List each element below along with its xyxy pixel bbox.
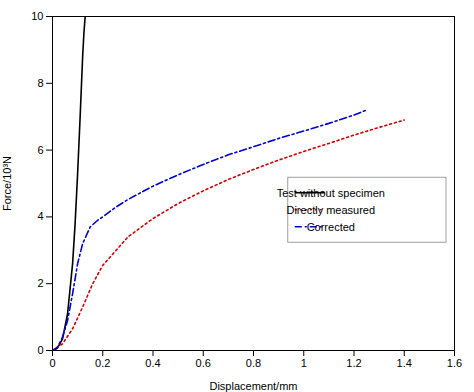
svg-text:0: 0	[49, 357, 55, 369]
svg-text:Force/10³N: Force/10³N	[1, 156, 13, 211]
svg-text:0.2: 0.2	[95, 357, 110, 369]
svg-text:Corrected: Corrected	[307, 221, 355, 233]
svg-text:2: 2	[37, 277, 43, 289]
svg-text:1.2: 1.2	[346, 357, 361, 369]
svg-text:0: 0	[37, 344, 43, 356]
svg-text:8: 8	[37, 77, 43, 89]
svg-text:4: 4	[37, 210, 43, 222]
svg-text:1: 1	[301, 357, 307, 369]
svg-text:Displacement/mm: Displacement/mm	[209, 380, 297, 392]
svg-text:Test without specimen: Test without specimen	[277, 187, 385, 199]
svg-text:6: 6	[37, 144, 43, 156]
svg-text:1.4: 1.4	[397, 357, 412, 369]
svg-text:0.6: 0.6	[196, 357, 211, 369]
svg-text:0.8: 0.8	[246, 357, 261, 369]
svg-text:10: 10	[31, 10, 43, 22]
svg-text:1.6: 1.6	[447, 357, 462, 369]
svg-text:0.4: 0.4	[145, 357, 160, 369]
svg-text:Directly measured: Directly measured	[286, 204, 375, 216]
